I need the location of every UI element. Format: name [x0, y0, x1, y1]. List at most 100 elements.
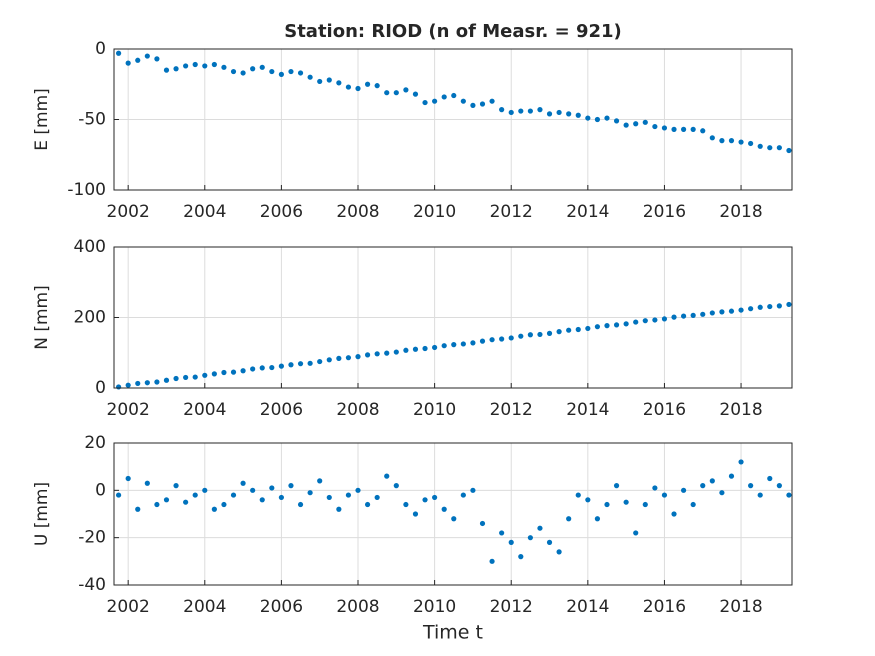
data-point: [374, 494, 380, 501]
data-point: [211, 61, 217, 68]
data-point: [278, 71, 284, 77]
data-point: [317, 358, 323, 365]
data-point: [393, 90, 399, 96]
data-point: [537, 331, 543, 338]
data-point: [441, 94, 447, 100]
axes-box: [113, 246, 793, 389]
data-point: [269, 68, 275, 75]
data-point: [336, 506, 342, 512]
y-tick-label: 0: [95, 378, 106, 398]
data-point: [613, 322, 620, 328]
data-point: [527, 108, 533, 114]
data-point: [566, 327, 572, 333]
data-point: [403, 87, 409, 93]
chart-title: Station: RIOD (n of Measr. = 921): [284, 21, 622, 42]
x-tick-label: 2006: [260, 202, 303, 222]
data-point: [317, 478, 323, 484]
data-point: [297, 501, 304, 508]
data-point: [748, 483, 754, 489]
data-point: [192, 374, 198, 380]
data-point: [451, 516, 457, 522]
data-point: [297, 70, 304, 76]
data-point: [125, 475, 131, 482]
data-point: [374, 83, 380, 89]
data-point: [211, 506, 217, 512]
data-point: [441, 343, 447, 349]
data-point: [661, 492, 668, 498]
data-point: [307, 490, 313, 496]
data-point: [518, 554, 524, 560]
data-point: [518, 108, 524, 114]
y-tick-label: 0: [95, 480, 106, 500]
data-point: [154, 501, 160, 508]
data-point: [460, 341, 466, 347]
data-point: [278, 363, 284, 369]
data-point: [479, 101, 486, 107]
data-point: [403, 347, 409, 353]
data-point: [594, 516, 601, 522]
data-point: [594, 324, 601, 330]
data-point: [680, 487, 687, 493]
data-point: [297, 361, 304, 367]
data-point: [364, 81, 371, 87]
data-point: [173, 375, 179, 382]
data-point: [661, 316, 668, 322]
data-point: [671, 314, 677, 320]
data-point: [211, 371, 217, 377]
data-point: [738, 139, 744, 145]
data-point: [288, 362, 294, 368]
data-point: [336, 80, 342, 86]
data-point: [384, 90, 390, 96]
data-point: [661, 125, 668, 131]
data-point: [604, 501, 610, 508]
y-tick-label: -40: [78, 575, 106, 595]
data-point: [412, 91, 419, 97]
data-point: [719, 138, 725, 144]
y-tick-label: 20: [84, 433, 106, 453]
data-point: [585, 497, 591, 503]
data-point: [642, 119, 648, 125]
data-point: [451, 342, 457, 348]
data-point: [680, 313, 687, 319]
data-point: [518, 333, 524, 339]
y-tick-label: -20: [78, 528, 106, 548]
x-tick-label: 2004: [183, 400, 226, 420]
data-point: [163, 377, 170, 383]
data-point: [633, 121, 639, 127]
data-point: [786, 492, 792, 498]
data-point: [336, 355, 342, 361]
x-tick-label: 2010: [413, 202, 456, 222]
data-point: [652, 485, 658, 491]
data-point: [460, 492, 466, 498]
data-point: [508, 335, 514, 341]
y-axis-label: U [mm]: [32, 482, 52, 546]
data-point: [403, 501, 409, 508]
data-point: [202, 63, 208, 69]
data-point: [202, 372, 208, 378]
data-point: [422, 497, 428, 503]
data-point: [690, 312, 696, 318]
data-point: [192, 492, 198, 498]
data-point: [527, 535, 533, 541]
data-point: [183, 63, 189, 69]
data-point: [345, 355, 352, 361]
data-point: [259, 497, 265, 503]
data-point: [566, 516, 572, 522]
data-point: [623, 321, 629, 327]
data-point: [326, 357, 332, 363]
x-tick-label: 2018: [719, 202, 762, 222]
data-point: [144, 380, 150, 386]
data-point: [183, 374, 189, 381]
data-point: [230, 492, 237, 498]
data-point: [202, 487, 208, 493]
x-axis-label: Time t: [422, 622, 483, 644]
y-axis-label: N [mm]: [32, 285, 52, 350]
data-point: [738, 307, 744, 313]
data-point: [135, 57, 141, 63]
data-point: [355, 85, 361, 92]
data-point: [556, 109, 562, 116]
data-point: [508, 539, 514, 546]
data-point: [585, 325, 591, 332]
